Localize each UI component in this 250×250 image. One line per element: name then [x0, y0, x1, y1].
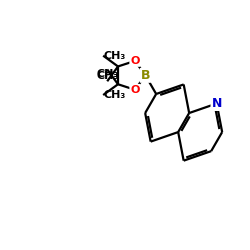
Text: CH₃: CH₃: [96, 70, 118, 80]
Text: O: O: [130, 85, 140, 95]
Text: B: B: [141, 69, 150, 82]
Text: CH₃: CH₃: [103, 51, 126, 61]
Text: N: N: [212, 97, 222, 110]
Text: CH₃: CH₃: [96, 71, 118, 81]
Text: O: O: [130, 56, 140, 66]
Text: CH₃: CH₃: [103, 90, 126, 100]
